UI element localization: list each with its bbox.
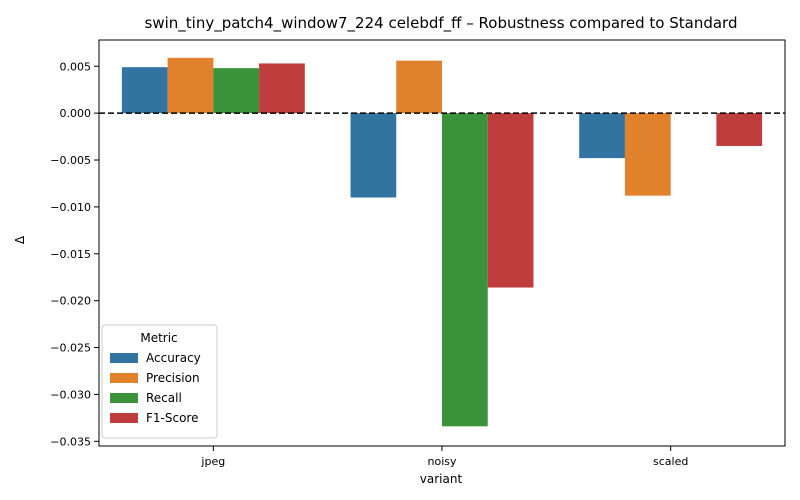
legend-entry-label: Accuracy bbox=[146, 351, 201, 365]
y-tick-label: −0.020 bbox=[50, 295, 91, 308]
bar-noisy-accuracy bbox=[350, 113, 397, 198]
y-tick-label: 0.005 bbox=[60, 60, 92, 73]
legend-swatch bbox=[110, 373, 138, 383]
y-tick-label: −0.005 bbox=[50, 154, 91, 167]
x-tick-label: noisy bbox=[428, 455, 457, 468]
bar-jpeg-recall bbox=[213, 68, 260, 114]
legend-entry-label: F1-Score bbox=[146, 411, 198, 425]
legend-items: Accuracy Precision Recall F1-Score bbox=[110, 351, 201, 425]
legend-title: Metric bbox=[140, 331, 177, 345]
bar-scaled-f1-score bbox=[716, 113, 763, 146]
y-tick-label: −0.030 bbox=[50, 388, 91, 401]
legend: Metric Accuracy Precision Recall F1-Score bbox=[101, 324, 218, 439]
chart-title: swin_tiny_patch4_window7_224 celebdf_ff … bbox=[145, 14, 738, 33]
y-axis-label: Δ bbox=[13, 235, 27, 244]
x-axis-label: variant bbox=[420, 472, 463, 486]
bar-scaled-precision bbox=[624, 113, 671, 196]
x-tick-label: scaled bbox=[653, 455, 688, 468]
y-tick-label: 0.000 bbox=[60, 107, 92, 120]
bar-jpeg-accuracy bbox=[121, 67, 168, 114]
bar-jpeg-precision bbox=[167, 57, 214, 114]
plot-frame bbox=[98, 39, 786, 447]
legend-swatch bbox=[110, 413, 138, 423]
bar-noisy-precision bbox=[396, 60, 442, 114]
y-tick-label: −0.015 bbox=[50, 248, 91, 261]
y-tick-label: −0.035 bbox=[50, 435, 91, 448]
x-axis: jpeg noisy scaled bbox=[200, 446, 688, 468]
bar-jpeg-f1-score bbox=[259, 63, 305, 114]
legend-swatch bbox=[110, 353, 138, 363]
x-tick-label: jpeg bbox=[200, 455, 225, 468]
legend-entry-label: Precision bbox=[146, 371, 200, 385]
legend-entry-label: Recall bbox=[146, 391, 182, 405]
bars-layer bbox=[121, 57, 763, 427]
bar-scaled-accuracy bbox=[579, 113, 625, 159]
legend-swatch bbox=[110, 393, 138, 403]
bar-noisy-f1-score bbox=[487, 113, 534, 288]
y-axis: 0.005 0.000 −0.005 −0.010 −0.015 −0.020 −0.025… bbox=[50, 60, 99, 448]
bar-noisy-recall bbox=[442, 113, 488, 427]
y-tick-label: −0.010 bbox=[50, 201, 91, 214]
y-tick-label: −0.025 bbox=[50, 342, 91, 355]
